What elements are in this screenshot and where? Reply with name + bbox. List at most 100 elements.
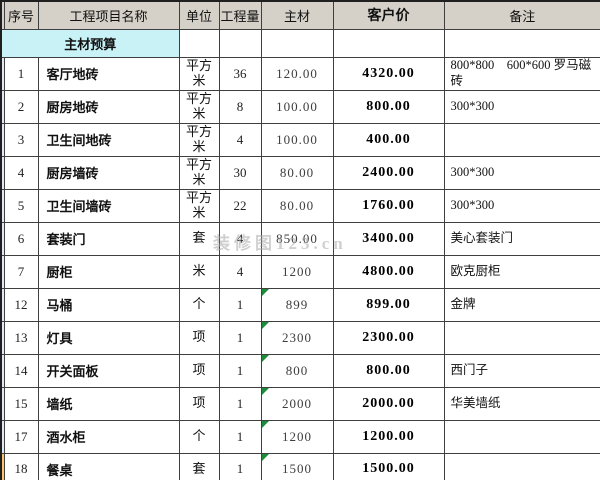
cell-index: 17 — [3, 419, 39, 454]
cell-remark: 300*300 — [443, 188, 600, 223]
cell-quantity: 1 — [218, 287, 262, 322]
cell-unit: 平方米 — [178, 122, 220, 157]
cell-customer-price: 1200.00 — [332, 419, 445, 454]
empty-cell — [260, 28, 334, 58]
cell-remark — [443, 122, 600, 157]
cell-project-name: 套装门 — [37, 221, 180, 256]
cell-quantity: 4 — [218, 122, 262, 157]
cell-project-name: 卫生间地砖 — [37, 122, 180, 157]
table-row: 13 灯具 项 1 2300 2300.00 — [0, 320, 600, 355]
cell-unit: 套 — [178, 452, 220, 480]
cell-customer-price: 1500.00 — [332, 452, 445, 480]
cell-quantity: 4 — [218, 221, 262, 256]
empty-cell — [443, 28, 600, 58]
cell-index: 15 — [3, 386, 39, 421]
table-row: 14 开关面板 项 1 800 800.00 西门子 — [0, 353, 600, 388]
table-row: 3 卫生间地砖 平方米 4 100.00 400.00 — [0, 122, 600, 157]
table-row: 2 厨房地砖 平方米 8 100.00 800.00 300*300 — [0, 89, 600, 124]
cell-project-name: 马桶 — [37, 287, 180, 322]
cell-quantity: 36 — [218, 56, 262, 91]
table-row: 17 酒水柜 个 1 1200 1200.00 — [0, 419, 600, 454]
cell-remark: 金牌 — [443, 287, 600, 322]
cell-remark: 西门子 — [443, 353, 600, 388]
cell-index: 2 — [3, 89, 39, 124]
cell-project-name: 灯具 — [37, 320, 180, 355]
cell-index: 13 — [3, 320, 39, 355]
cell-quantity: 1 — [218, 386, 262, 421]
cell-material-price: 1200 — [260, 254, 334, 289]
table-row: 4 厨房墙砖 平方米 30 80.00 2400.00 300*300 — [0, 155, 600, 190]
cell-customer-price: 3400.00 — [332, 221, 445, 256]
cell-project-name: 厨房地砖 — [37, 89, 180, 124]
cell-project-name: 厨房墙砖 — [37, 155, 180, 190]
table-row: 6 套装门 套 4 850.00 3400.00 美心套装门 — [0, 221, 600, 256]
cell-customer-price: 2000.00 — [332, 386, 445, 421]
cell-material-price: 100.00 — [260, 89, 334, 124]
cell-unit: 项 — [178, 386, 220, 421]
cell-index: 6 — [3, 221, 39, 256]
cell-material-price: 1200 — [260, 419, 334, 454]
col-header-quantity: 工程量 — [218, 0, 262, 30]
cell-unit: 项 — [178, 320, 220, 355]
table-row: 7 厨柜 米 4 1200 4800.00 欧克厨柜 — [0, 254, 600, 289]
cell-remark: 欧克厨柜 — [443, 254, 600, 289]
cell-remark: 华美墙纸 — [443, 386, 600, 421]
cell-unit: 个 — [178, 419, 220, 454]
cell-material-price: 2300 — [260, 320, 334, 355]
cell-material-price: 899 — [260, 287, 334, 322]
cell-quantity: 1 — [218, 419, 262, 454]
cell-unit: 平方米 — [178, 155, 220, 190]
col-header-index: 序号 — [3, 0, 39, 30]
cell-material-price: 120.00 — [260, 56, 334, 91]
cell-project-name: 开关面板 — [37, 353, 180, 388]
cell-index: 1 — [3, 56, 39, 91]
cell-customer-price: 800.00 — [332, 353, 445, 388]
cell-customer-price: 2400.00 — [332, 155, 445, 190]
empty-cell — [332, 28, 445, 58]
cell-customer-price: 899.00 — [332, 287, 445, 322]
subheader-row: 主材预算 — [0, 28, 600, 58]
cell-material-price: 850.00 — [260, 221, 334, 256]
col-header-customer-price: 客户价 — [332, 0, 445, 30]
cell-remark — [443, 419, 600, 454]
cell-unit: 平方米 — [178, 89, 220, 124]
cell-customer-price: 4320.00 — [332, 56, 445, 91]
cell-index: 4 — [3, 155, 39, 190]
cell-remark: 300*300 — [443, 155, 600, 190]
col-header-unit: 单位 — [178, 0, 220, 30]
cell-index: 12 — [3, 287, 39, 322]
cell-project-name: 客厅地砖 — [37, 56, 180, 91]
table-row: 1 客厅地砖 平方米 36 120.00 4320.00 800*800 600… — [0, 56, 600, 91]
cell-quantity: 4 — [218, 254, 262, 289]
cell-index: 18 — [3, 452, 39, 480]
cell-quantity: 1 — [218, 353, 262, 388]
cell-unit: 米 — [178, 254, 220, 289]
cell-remark — [443, 452, 600, 480]
cell-customer-price: 800.00 — [332, 89, 445, 124]
cell-project-name: 餐桌 — [37, 452, 180, 480]
cell-customer-price: 4800.00 — [332, 254, 445, 289]
cell-material-price: 80.00 — [260, 155, 334, 190]
table-row: 12 马桶 个 1 899 899.00 金牌 — [0, 287, 600, 322]
cell-project-name: 卫生间墙砖 — [37, 188, 180, 223]
cell-unit: 项 — [178, 353, 220, 388]
cell-unit: 平方米 — [178, 188, 220, 223]
col-header-project-name: 工程项目名称 — [37, 0, 180, 30]
col-header-material: 主材 — [260, 0, 334, 30]
cell-material-price: 80.00 — [260, 188, 334, 223]
table-row: 15 墙纸 项 1 2000 2000.00 华美墙纸 — [0, 386, 600, 421]
cell-material-price: 100.00 — [260, 122, 334, 157]
cell-remark: 300*300 — [443, 89, 600, 124]
table-row: 5 卫生间墙砖 平方米 22 80.00 1760.00 300*300 — [0, 188, 600, 223]
cell-customer-price: 2300.00 — [332, 320, 445, 355]
cell-project-name: 酒水柜 — [37, 419, 180, 454]
cell-unit: 套 — [178, 221, 220, 256]
cell-index: 7 — [3, 254, 39, 289]
cell-index: 3 — [3, 122, 39, 157]
empty-cell — [178, 28, 220, 58]
cell-material-price: 1500 — [260, 452, 334, 480]
cell-material-price: 2000 — [260, 386, 334, 421]
